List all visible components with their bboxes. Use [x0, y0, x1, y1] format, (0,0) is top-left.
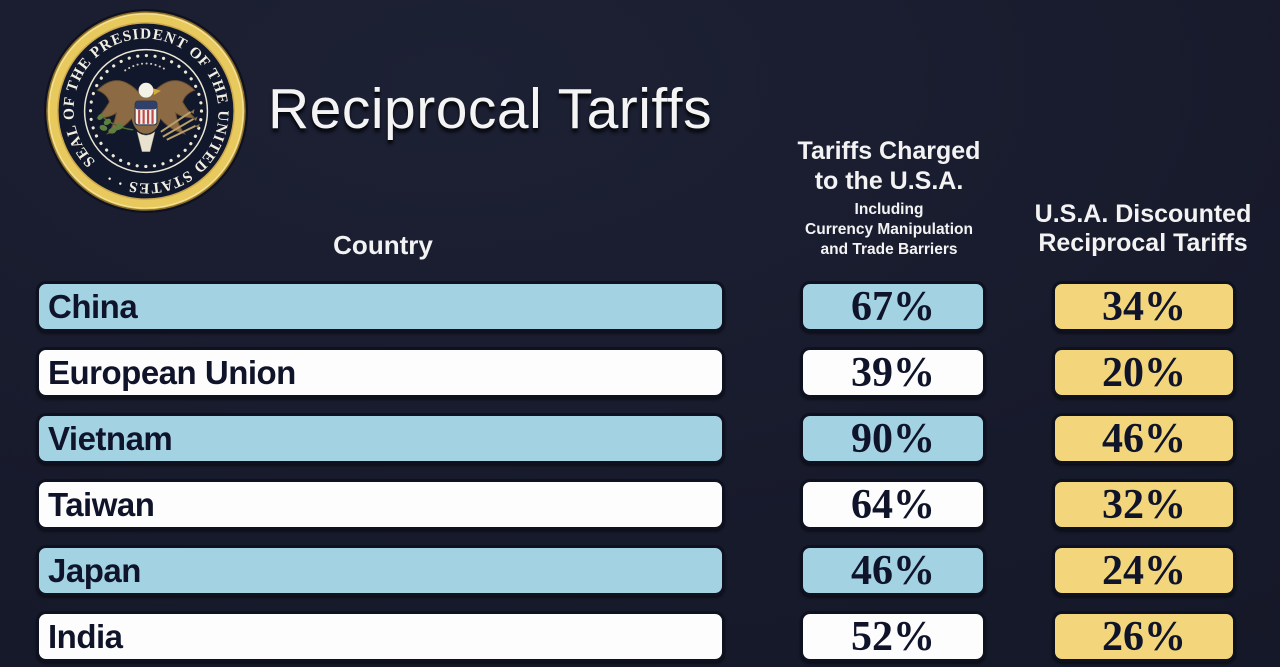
table-rows: China 67% 34% European Union 39% 20% Vie… — [36, 281, 1240, 667]
tariff-discounted-cell: 24% — [1052, 545, 1236, 596]
tariff-discounted-value: 26% — [1102, 613, 1186, 660]
tariff-discounted-cell: 34% — [1052, 281, 1236, 332]
country-cell: Taiwan — [36, 479, 725, 530]
table-row: China 67% 34% — [36, 281, 1240, 332]
tariff-charged-value: 67% — [851, 283, 935, 330]
country-cell: Vietnam — [36, 413, 725, 464]
column-header-usa-discounted: U.S.A. Discounted Reciprocal Tariffs — [1014, 200, 1272, 258]
tariff-charged-value: 39% — [851, 349, 935, 396]
column-header-country: Country — [333, 230, 433, 260]
tariff-charged-value: 90% — [851, 415, 935, 462]
table-row: India 52% 26% — [36, 611, 1240, 662]
country-cell: European Union — [36, 347, 725, 398]
table-row: Vietnam 90% 46% — [36, 413, 1240, 464]
country-label: European Union — [48, 353, 296, 391]
country-label: India — [48, 617, 123, 655]
country-label: Vietnam — [48, 419, 173, 457]
tariff-charged-cell: 39% — [800, 347, 986, 398]
tariff-discounted-value: 32% — [1102, 481, 1186, 528]
tariff-charged-value: 46% — [851, 547, 935, 594]
tariff-charged-value: 64% — [851, 481, 935, 528]
tariff-charged-cell: 46% — [800, 545, 986, 596]
discounted-header-line2: Reciprocal Tariffs — [1038, 229, 1248, 257]
charged-header-sub2: Currency Manipulation — [805, 221, 973, 238]
olive-branch — [97, 113, 134, 134]
tariff-discounted-value: 24% — [1102, 547, 1186, 594]
table-row: European Union 39% 20% — [36, 347, 1240, 398]
presidential-seal-icon: SEAL OF THE PRESIDENT OF THE UNITED STAT… — [43, 8, 249, 214]
country-label: Japan — [48, 551, 141, 589]
discounted-header-line1: U.S.A. Discounted — [1034, 200, 1252, 228]
tariff-discounted-cell: 32% — [1052, 479, 1236, 530]
tariff-discounted-cell: 20% — [1052, 347, 1236, 398]
charged-header-line1: Tariffs Charged — [797, 137, 981, 165]
charged-header-sub1: Including — [854, 201, 924, 218]
tariff-discounted-cell: 46% — [1052, 413, 1236, 464]
tariff-discounted-value: 34% — [1102, 283, 1186, 330]
page-title: Reciprocal Tariffs — [268, 77, 713, 141]
tariff-charged-cell: 67% — [800, 281, 986, 332]
tariff-discounted-value: 46% — [1102, 415, 1186, 462]
table-row: Taiwan 64% 32% — [36, 479, 1240, 530]
tariff-charged-cell: 64% — [800, 479, 986, 530]
country-label: Taiwan — [48, 485, 155, 523]
arrows — [160, 109, 200, 141]
tariff-discounted-value: 20% — [1102, 349, 1186, 396]
country-label: China — [48, 287, 138, 325]
charged-header-sub3: and Trade Barriers — [820, 241, 958, 258]
charged-header-line2: to the U.S.A. — [814, 167, 964, 195]
column-header-tariffs-charged: Tariffs Charged to the U.S.A. Including … — [762, 136, 1016, 260]
country-cell: India — [36, 611, 725, 662]
tariff-charged-value: 52% — [851, 613, 935, 660]
country-cell: Japan — [36, 545, 725, 596]
tariff-charged-cell: 52% — [800, 611, 986, 662]
tariff-discounted-cell: 26% — [1052, 611, 1236, 662]
eagle-emblem — [96, 62, 200, 152]
country-cell: China — [36, 281, 725, 332]
tariff-charged-cell: 90% — [800, 413, 986, 464]
table-row: Japan 46% 24% — [36, 545, 1240, 596]
